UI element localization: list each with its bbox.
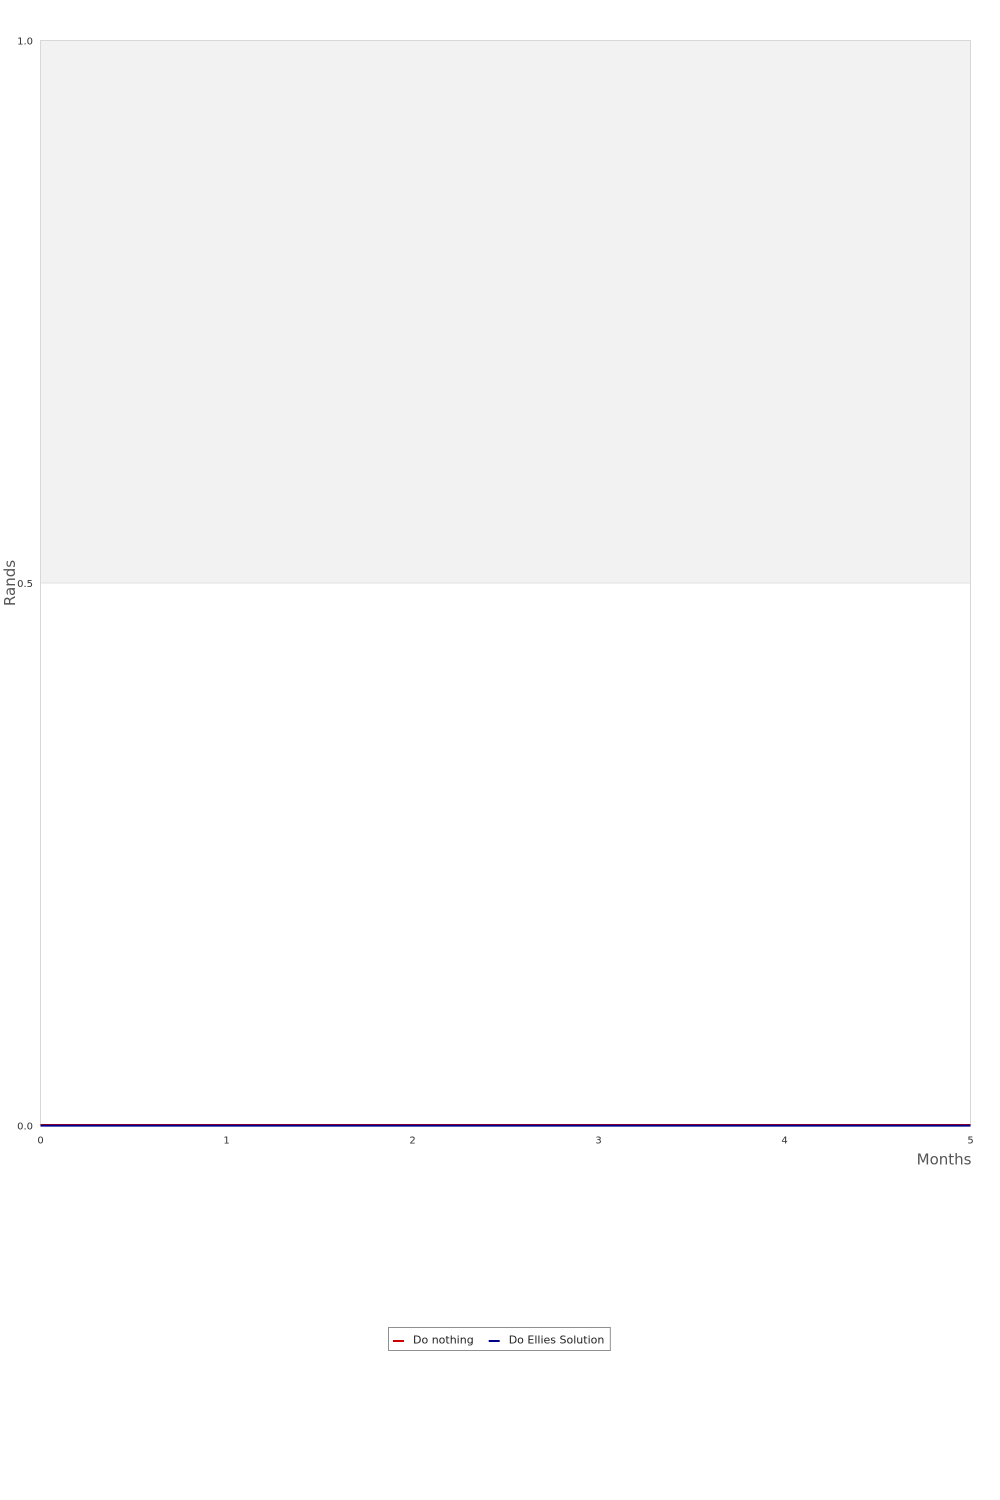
legend-label: Do nothing [413, 1334, 474, 1347]
y-tick-label: 1.0 [17, 37, 33, 48]
legend-item: Do Ellies Solution [488, 1334, 605, 1347]
y-axis-title: Rands [1, 560, 19, 606]
y-tick-label: 0.0 [17, 1122, 33, 1133]
legend-box [388, 1327, 611, 1351]
legend: Do nothing Do Ellies Solution [388, 1327, 611, 1351]
x-tick-label: 5 [967, 1136, 973, 1147]
x-tick-label: 3 [595, 1136, 601, 1147]
plot-band [40, 40, 971, 583]
x-tick-label: 4 [781, 1136, 787, 1147]
y-tick-label: 0.5 [17, 579, 33, 590]
x-tick-label: 0 [37, 1136, 43, 1147]
legend-item: Do nothing [393, 1334, 474, 1347]
x-axis-title: Months [917, 1151, 972, 1169]
x-tick-label: 2 [409, 1136, 415, 1147]
x-tick-label: 1 [223, 1136, 229, 1147]
legend-label: Do Ellies Solution [509, 1334, 605, 1347]
